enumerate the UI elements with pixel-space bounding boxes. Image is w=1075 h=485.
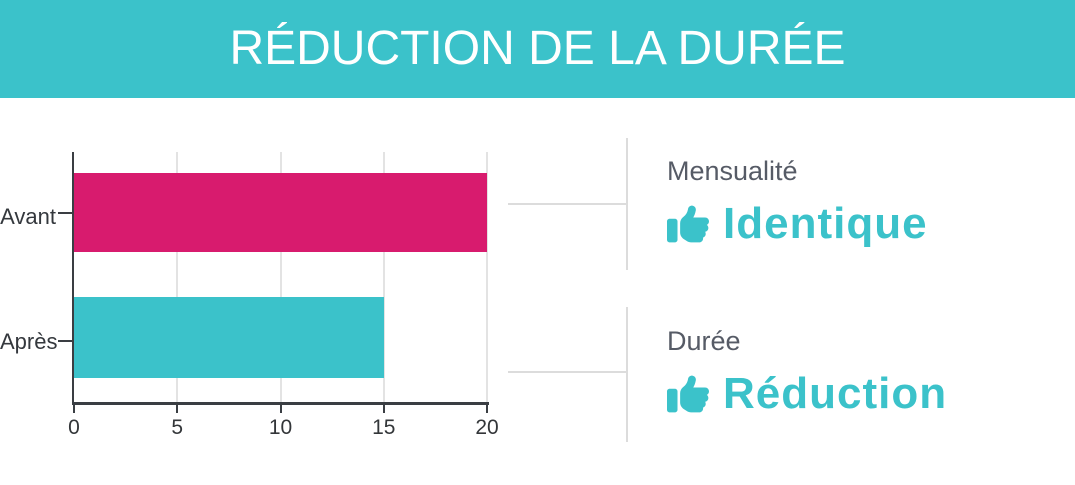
card-value: Réduction	[723, 369, 948, 418]
card-border-mensualite	[626, 138, 628, 270]
thumbs-up-icon	[667, 205, 709, 243]
x-tick-15	[382, 405, 385, 413]
y-axis-line	[72, 152, 74, 405]
gridline-10	[279, 152, 282, 402]
gridline-15	[382, 152, 385, 402]
bar-apres	[74, 297, 384, 378]
x-tick-0	[73, 405, 75, 413]
header-banner: RÉDUCTION DE LA DURÉE	[0, 0, 1075, 98]
x-tick-5	[176, 405, 179, 413]
result-card-duree: Durée Réduction	[667, 326, 947, 419]
category-label-apres: Après	[0, 329, 58, 354]
gridline-5	[176, 152, 179, 402]
card-label: Mensualité	[667, 156, 798, 186]
gridline-20	[486, 152, 488, 402]
x-tick-label-0: 0	[68, 416, 80, 439]
x-tick-20	[486, 405, 488, 413]
connector-line-duree	[508, 371, 627, 373]
thumbs-up-icon	[667, 375, 709, 413]
y-tick-avant	[58, 212, 72, 214]
card-border-duree	[626, 307, 628, 442]
x-tick-label-20: 20	[475, 416, 499, 439]
category-label-avant: Avant	[0, 204, 56, 229]
x-tick-label-5: 5	[171, 416, 184, 439]
card-label: Durée	[667, 326, 741, 356]
card-value-row: Identique	[667, 199, 928, 249]
page-title: RÉDUCTION DE LA DURÉE	[229, 22, 846, 75]
x-tick-label-15: 15	[372, 416, 396, 439]
card-value: Identique	[723, 199, 928, 248]
bar-avant	[74, 173, 487, 252]
card-value-row: Réduction	[667, 369, 947, 419]
x-tick-label-10: 10	[268, 416, 293, 439]
x-tick-10	[279, 405, 282, 413]
bar-chart-plot-area: 0 5 10 15 20	[58, 152, 499, 439]
connector-line-mensualite	[508, 203, 627, 205]
x-axis-line	[72, 402, 489, 405]
y-tick-apres	[58, 340, 72, 342]
result-card-mensualite: Mensualité Identique	[667, 156, 928, 249]
